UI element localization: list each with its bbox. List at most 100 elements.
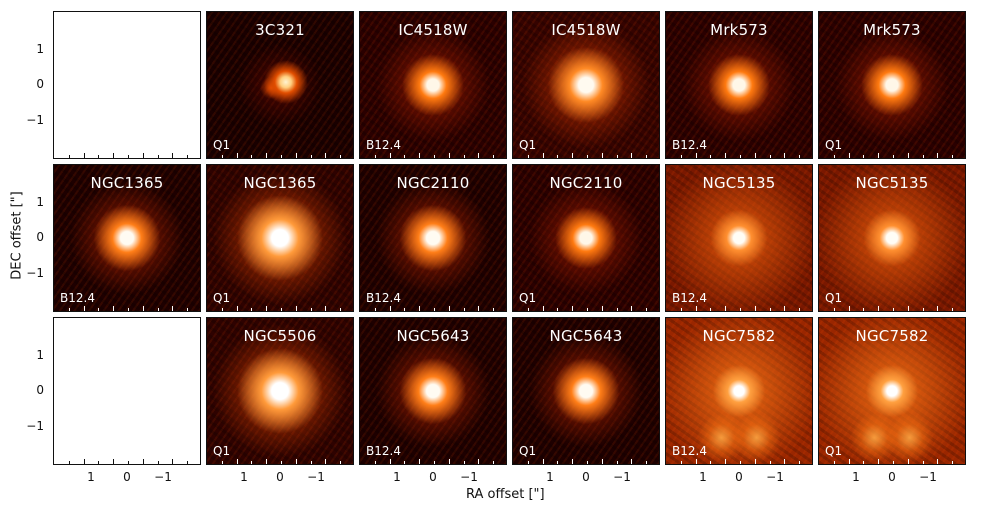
axis-tick-mark [799, 155, 801, 158]
panel-filter-label: B12.4 [672, 444, 707, 458]
panel-filter-label: Q1 [519, 444, 537, 458]
image-panel: NGC1365 Q1 [206, 164, 354, 312]
axis-tick-mark [172, 153, 174, 158]
axis-tick-mark [187, 461, 189, 464]
axis-tick-mark [527, 461, 529, 464]
axis-tick-mark [952, 308, 954, 311]
axis-tick-mark [878, 306, 880, 311]
axis-tick-mark [616, 308, 618, 311]
axis-tick-mark [937, 459, 939, 464]
axis-tick-mark [434, 308, 435, 311]
axis-tick-mark [463, 155, 465, 158]
axis-tick-mark [221, 308, 223, 311]
image-panel: 3C321 Q1 [206, 11, 354, 159]
image-panel: IC4518W Q1 [512, 11, 660, 159]
axis-tick-mark [725, 153, 727, 158]
x-tick-label: 1 [240, 470, 248, 484]
axis-tick-mark [172, 459, 174, 464]
axis-tick-mark [646, 308, 648, 311]
panel-title: NGC1365 [243, 174, 317, 192]
axis-tick-mark [784, 459, 786, 464]
axis-tick-mark [631, 153, 633, 158]
axis-tick-mark [587, 461, 588, 464]
axis-tick-mark [631, 306, 633, 311]
empty-panel [53, 317, 201, 465]
y-tick-label: 0 [36, 230, 44, 244]
axis-tick-mark [68, 155, 70, 158]
galaxy-image [513, 165, 659, 311]
axis-tick-mark [493, 461, 495, 464]
x-tick-label: −1 [154, 470, 172, 484]
image-panel: NGC5135 B12.4 [665, 164, 813, 312]
axis-tick-mark [478, 306, 480, 311]
panel-filter-label: B12.4 [366, 138, 401, 152]
axis-tick-mark [236, 153, 238, 158]
panel-filter-label: Q1 [825, 444, 843, 458]
panel-filter-label: B12.4 [672, 138, 707, 152]
axis-tick-mark [542, 153, 544, 158]
axis-tick-mark [478, 459, 480, 464]
galaxy-image [207, 12, 353, 158]
axis-tick-mark [157, 308, 159, 311]
axis-tick-mark [434, 461, 435, 464]
x-tick-label: 1 [699, 470, 707, 484]
axis-tick-mark [542, 459, 544, 464]
axis-tick-mark [893, 461, 894, 464]
axis-tick-mark [493, 155, 495, 158]
panel-title: IC4518W [551, 21, 621, 39]
axis-tick-mark [754, 306, 756, 311]
panel-filter-label: Q1 [519, 291, 537, 305]
x-tick-label: 0 [276, 470, 284, 484]
axis-tick-mark [448, 153, 450, 158]
axis-tick-mark [769, 155, 771, 158]
axis-tick-mark [419, 459, 421, 464]
image-panel: IC4518W B12.4 [359, 11, 507, 159]
axis-tick-mark [281, 308, 282, 311]
axis-tick-mark [922, 308, 924, 311]
axis-tick-mark [848, 459, 850, 464]
axis-tick-mark [113, 306, 115, 311]
panel-filter-label: B12.4 [672, 291, 707, 305]
axis-tick-mark [542, 306, 544, 311]
axis-tick-mark [557, 308, 559, 311]
axis-tick-mark [740, 461, 741, 464]
axis-tick-mark [419, 153, 421, 158]
axis-tick-mark [952, 461, 954, 464]
axis-tick-mark [863, 461, 865, 464]
axis-tick-mark [680, 308, 682, 311]
axis-tick-mark [251, 155, 253, 158]
x-tick-label: 0 [429, 470, 437, 484]
axis-tick-mark [527, 155, 529, 158]
panel-title: NGC2110 [549, 174, 623, 192]
axis-tick-mark [695, 306, 697, 311]
image-panel: NGC2110 Q1 [512, 164, 660, 312]
image-panel: NGC5643 B12.4 [359, 317, 507, 465]
axis-tick-mark [863, 155, 865, 158]
axis-tick-mark [587, 155, 588, 158]
image-panel: NGC1365 B12.4 [53, 164, 201, 312]
axis-tick-mark [572, 459, 574, 464]
axis-tick-mark [907, 306, 909, 311]
axis-tick-mark [695, 459, 697, 464]
empty-panel [53, 11, 201, 159]
axis-tick-mark [113, 153, 115, 158]
axis-tick-mark [572, 153, 574, 158]
axis-tick-mark [754, 459, 756, 464]
axis-tick-mark [463, 308, 465, 311]
axis-tick-mark [187, 155, 189, 158]
axis-tick-mark [937, 306, 939, 311]
axis-tick-mark [266, 306, 268, 311]
axis-tick-mark [142, 306, 144, 311]
axis-tick-mark [448, 306, 450, 311]
axis-tick-mark [98, 155, 100, 158]
panel-title: Mrk573 [863, 21, 921, 39]
galaxy-image [819, 318, 965, 464]
x-tick-label: −1 [766, 470, 784, 484]
y-tick-label: 1 [36, 42, 44, 56]
axis-tick-mark [251, 308, 253, 311]
axis-tick-mark [172, 306, 174, 311]
axis-tick-mark [710, 308, 712, 311]
galaxy-image [207, 318, 353, 464]
axis-tick-mark [833, 155, 835, 158]
panel-filter-label: B12.4 [60, 291, 95, 305]
